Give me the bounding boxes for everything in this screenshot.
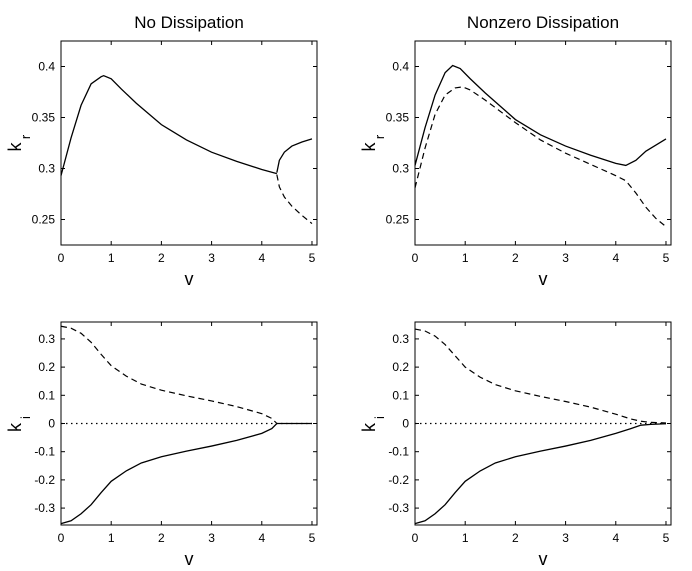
- y-axis-label-subscript: r: [372, 134, 387, 139]
- axes-frame: [414, 40, 672, 246]
- series-line-solid-2: [60, 422, 312, 525]
- x-tick-label: 5: [309, 531, 316, 545]
- subplot-4: 0 1 2 3 4 5 -0.3 -0.2 -0.1 0 0.1 0.2 0.3 v ki: [359, 321, 672, 569]
- x-tick-label: 2: [158, 531, 165, 545]
- y-axis-label: kr: [359, 134, 387, 151]
- x-tick-label: 3: [208, 531, 215, 545]
- y-axis-label: ki: [5, 416, 33, 432]
- x-tick-label: 0: [58, 531, 65, 545]
- series-line-dashed-2: [414, 86, 667, 228]
- x-tick-label: 1: [462, 531, 469, 545]
- subplot-1: 0 1 2 3 4 5 0.25 0.3 0.35 0.4 No Dissipation v kr: [5, 13, 318, 289]
- y-tick-label: 0: [402, 417, 409, 431]
- x-tick-label: 2: [512, 531, 519, 545]
- x-axis-label: v: [539, 549, 548, 569]
- y-axis-label: ki: [359, 416, 387, 432]
- series-line-dashed-1: [414, 328, 667, 424]
- y-axis-label-subscript: r: [18, 134, 33, 139]
- x-axis-label: v: [185, 549, 194, 569]
- x-tick-label: 3: [208, 251, 215, 265]
- subplot-3: 0 1 2 3 4 5 -0.3 -0.2 -0.1 0 0.1 0.2 0.3 v ki: [5, 321, 318, 569]
- y-tick-label: 0.35: [386, 111, 410, 125]
- x-tick-label: 0: [412, 251, 419, 265]
- y-tick-label: -0.2: [388, 473, 409, 487]
- x-tick-label: 4: [258, 251, 265, 265]
- x-tick-label: 4: [612, 531, 619, 545]
- y-tick-label: 0.3: [392, 332, 409, 346]
- y-tick-label: -0.1: [388, 445, 409, 459]
- y-tick-label: -0.2: [34, 473, 55, 487]
- y-tick-label: 0.25: [386, 213, 410, 227]
- subplot-title: No Dissipation: [134, 13, 244, 32]
- x-tick-label: 1: [462, 251, 469, 265]
- axes-frame: [60, 40, 318, 246]
- series-line-solid-2: [414, 423, 667, 525]
- y-tick-label: 0.35: [32, 111, 56, 125]
- y-axis-label-main: k: [359, 142, 379, 152]
- x-tick-label: 1: [108, 531, 115, 545]
- x-tick-label: 5: [663, 251, 670, 265]
- y-axis-label: kr: [5, 134, 33, 151]
- y-tick-label: 0.3: [38, 332, 55, 346]
- x-tick-label: 2: [512, 251, 519, 265]
- x-tick-label: 1: [108, 251, 115, 265]
- x-tick-label: 0: [412, 531, 419, 545]
- y-axis-label-main: k: [359, 422, 379, 432]
- y-tick-label: -0.1: [34, 445, 55, 459]
- series-line-solid-1: [60, 74, 278, 176]
- series-line-dashed-3: [276, 174, 313, 225]
- x-tick-label: 2: [158, 251, 165, 265]
- y-tick-label: 0.25: [32, 213, 56, 227]
- series-line-solid-2: [276, 138, 313, 173]
- y-tick-label: 0.2: [38, 360, 55, 374]
- y-tick-label: 0.4: [392, 60, 409, 74]
- y-tick-label: 0.1: [38, 388, 55, 402]
- y-axis-label-subscript: i: [18, 416, 33, 419]
- x-tick-label: 5: [309, 251, 316, 265]
- y-axis-label-main: k: [5, 142, 25, 152]
- y-axis-label-main: k: [5, 422, 25, 432]
- subplot-2: 0 1 2 3 4 5 0.25 0.3 0.35 0.4 Nonzero Dissipation v…: [359, 13, 672, 289]
- y-tick-label: 0.2: [392, 360, 409, 374]
- y-tick-label: 0: [48, 417, 55, 431]
- series-line-dashed-1: [60, 325, 278, 424]
- x-tick-label: 3: [562, 531, 569, 545]
- y-tick-label: 0.4: [38, 60, 55, 74]
- x-axis-label: v: [185, 269, 194, 289]
- x-axis-label: v: [539, 269, 548, 289]
- y-tick-label: 0.1: [392, 388, 409, 402]
- y-tick-label: -0.3: [34, 501, 55, 515]
- y-tick-label: 0.3: [392, 162, 409, 176]
- subplot-title: Nonzero Dissipation: [467, 13, 619, 32]
- y-tick-label: 0.3: [38, 162, 55, 176]
- y-axis-label-subscript: i: [372, 416, 387, 419]
- y-tick-label: -0.3: [388, 501, 409, 515]
- x-tick-label: 5: [663, 531, 670, 545]
- x-tick-label: 4: [612, 251, 619, 265]
- series-line-solid-1: [414, 64, 667, 167]
- x-tick-label: 3: [562, 251, 569, 265]
- x-tick-label: 4: [258, 531, 265, 545]
- x-tick-label: 0: [58, 251, 65, 265]
